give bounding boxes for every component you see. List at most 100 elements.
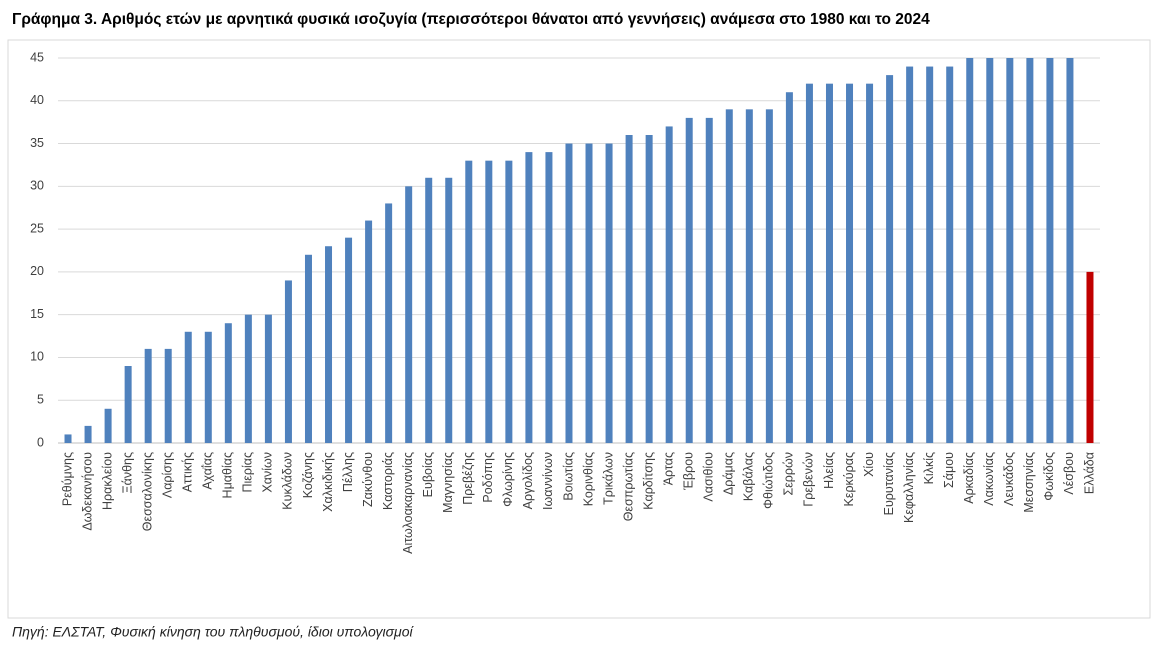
bar <box>184 331 192 443</box>
x-tick-label: Έβρου <box>682 452 696 491</box>
x-tick-label: Αχαΐας <box>201 452 215 490</box>
bar <box>926 66 934 444</box>
x-tick-label: Χαλκιδικής <box>321 452 335 512</box>
y-tick-label: 5 <box>37 393 44 407</box>
x-tick-label: Ροδόπης <box>481 452 495 503</box>
x-tick-label: Μεσσηνίας <box>1022 452 1036 513</box>
bar <box>385 203 393 443</box>
x-tick-label: Θεσσαλονίκης <box>140 452 154 531</box>
bar <box>745 109 753 443</box>
y-tick-label: 25 <box>30 221 44 235</box>
x-tick-label: Βοιωτίας <box>561 452 575 501</box>
bar <box>1006 58 1014 443</box>
bar <box>825 83 833 444</box>
bar <box>685 117 693 443</box>
x-tick-label: Ευβοίας <box>421 452 435 497</box>
x-tick-label: Καβάλας <box>742 452 756 501</box>
bar <box>765 109 773 443</box>
bar <box>465 160 473 443</box>
x-tick-label: Ρεθύμνης <box>60 452 74 506</box>
bar <box>906 66 914 444</box>
bar <box>665 126 673 443</box>
x-tick-label: Χίου <box>862 452 876 477</box>
bar <box>585 143 593 444</box>
bar <box>445 177 453 443</box>
bar <box>284 280 292 443</box>
bar <box>304 254 312 443</box>
bar <box>124 366 132 443</box>
x-tick-label: Θεσπρωτίας <box>621 452 635 521</box>
bar <box>705 117 713 443</box>
x-tick-label: Άρτας <box>661 452 675 485</box>
x-tick-label: Καρδίτσης <box>641 452 655 510</box>
bar <box>84 425 92 443</box>
x-tick-label: Λευκάδος <box>1002 452 1016 506</box>
x-tick-label: Ηρακλείου <box>100 452 114 510</box>
x-tick-label: Χανίων <box>261 452 275 493</box>
bar <box>785 92 793 443</box>
bar <box>886 75 894 443</box>
bar <box>946 66 954 444</box>
bar <box>425 177 433 443</box>
x-tick-label: Ελλάδα <box>1082 452 1096 494</box>
x-tick-label: Κερκύρας <box>842 452 856 506</box>
x-tick-label: Κυκλάδων <box>281 452 295 510</box>
bar <box>164 348 172 443</box>
x-tick-label: Γρεβενών <box>802 452 816 507</box>
bar <box>505 160 513 443</box>
x-tick-label: Σάμου <box>942 452 956 488</box>
bar <box>966 58 974 443</box>
bar <box>545 152 553 443</box>
x-tick-label: Φωκίδος <box>1042 452 1056 501</box>
x-tick-label: Λασιθίου <box>702 452 716 502</box>
bar <box>805 83 813 444</box>
bar <box>325 246 333 443</box>
bar <box>144 348 152 443</box>
x-tick-label: Μαγνησίας <box>441 452 455 513</box>
x-tick-label: Κεφαλληνίας <box>902 452 916 523</box>
bar <box>725 109 733 443</box>
x-tick-label: Σερρών <box>782 452 796 496</box>
y-tick-label: 0 <box>37 435 44 449</box>
x-tick-label: Αργολίδος <box>521 452 535 509</box>
x-tick-label: Κορινθίας <box>581 452 595 506</box>
x-tick-label: Αρκαδίας <box>962 452 976 504</box>
y-tick-label: 10 <box>30 350 44 364</box>
bar <box>345 237 353 443</box>
x-tick-label: Πρεβέζης <box>461 452 475 505</box>
x-tick-label: Δωδεκανήσου <box>80 452 94 531</box>
bar <box>264 314 272 443</box>
y-tick-label: 45 <box>30 50 44 64</box>
bar <box>645 135 653 443</box>
x-tick-label: Κιλκίς <box>922 452 936 484</box>
y-tick-label: 35 <box>30 136 44 150</box>
x-tick-label: Αιτωλοακαρνανίας <box>401 452 415 554</box>
x-tick-label: Φλωρίνης <box>501 452 515 507</box>
x-tick-label: Λέσβου <box>1062 452 1076 495</box>
bar <box>485 160 493 443</box>
x-tick-label: Ηλείας <box>822 452 836 489</box>
x-tick-label: Λακωνίας <box>982 452 996 506</box>
x-tick-label: Καστοριάς <box>381 452 395 510</box>
bar <box>1066 58 1074 443</box>
bar <box>1026 58 1034 443</box>
y-tick-label: 40 <box>30 93 44 107</box>
x-tick-label: Ιωαννίνων <box>541 452 555 510</box>
x-tick-label: Ημαθίας <box>221 452 235 498</box>
bar <box>64 434 72 443</box>
x-tick-label: Ευρυτανίας <box>882 452 896 515</box>
bar <box>565 143 573 444</box>
x-tick-label: Αττικής <box>181 452 195 492</box>
x-tick-label: Ξάνθης <box>120 452 134 494</box>
y-tick-label: 15 <box>30 307 44 321</box>
x-tick-label: Κοζάνης <box>301 452 315 498</box>
bar <box>1086 271 1094 443</box>
x-tick-label: Πέλλης <box>341 452 355 492</box>
x-tick-label: Τρικάλων <box>601 452 615 505</box>
y-tick-label: 30 <box>30 179 44 193</box>
bar <box>986 58 994 443</box>
bar <box>625 135 633 443</box>
bar <box>846 83 854 444</box>
chart-title: Γράφημα 3. Αριθμός ετών με αρνητικά φυσι… <box>12 11 930 28</box>
x-tick-label: Πιερίας <box>241 452 255 493</box>
